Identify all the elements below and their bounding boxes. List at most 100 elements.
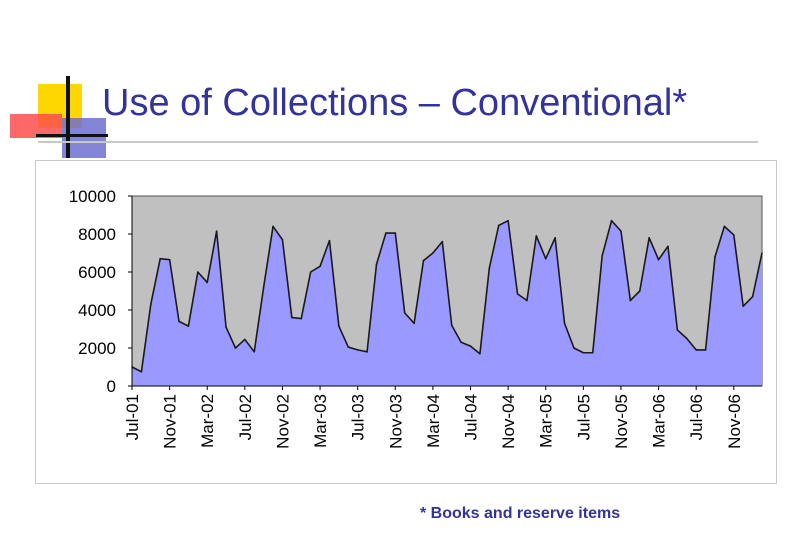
data-point-Jul-03 [356,349,359,351]
x-tick-label-Mar-06: Mar-06 [650,394,669,448]
data-point-Mar-02 [206,281,209,284]
data-point-Feb-05 [535,235,538,237]
data-point-Dec-02 [291,316,293,319]
data-point-Jul-04 [469,345,472,347]
footnote: * Books and reserve items [420,505,621,522]
x-tick-label-Nov-06: Nov-06 [725,394,744,449]
data-point-Oct-02 [272,225,274,228]
slide-title: Use of Collections – Conventional* [102,82,688,124]
y-tick-label-2000: 2000 [78,339,116,358]
data-point-Apr-03 [328,239,331,242]
x-tick-label-Mar-02: Mar-02 [198,394,217,448]
data-point-Sep-06 [714,256,716,258]
data-point-Nov-06 [732,234,735,236]
data-point-Apr-04 [441,240,444,243]
data-point-Apr-05 [554,237,556,239]
data-point-Aug-05 [591,351,594,354]
data-point-Apr-06 [667,245,669,248]
data-point-Jun-05 [573,347,575,349]
data-point-Jan-02 [187,325,190,327]
data-point-Dec-05 [629,299,632,302]
data-point-Sep-05 [601,255,603,257]
data-point-Oct-05 [610,219,613,222]
y-tick-label-6000: 6000 [78,263,116,282]
x-tick-label-Jul-03: Jul-03 [349,394,368,440]
x-tick-label-Jul-04: Jul-04 [462,394,481,440]
data-point-Oct-06 [723,225,726,228]
data-point-Feb-02 [197,271,199,273]
logo-horizontal-bar [36,134,108,137]
data-point-Sep-01 [150,303,152,306]
title-divider [38,141,758,143]
data-point-Jun-03 [347,346,350,348]
y-tick-label-10000: 10000 [69,187,116,206]
series-line [131,219,763,373]
x-tick-label-Jul-02: Jul-02 [236,394,255,440]
data-point-Aug-01 [140,370,143,373]
data-point-Nov-05 [620,230,622,232]
data-point-Oct-04 [497,224,500,227]
data-point-May-02 [225,326,227,328]
data-point-Feb-07 [761,252,763,254]
x-tick-label-Mar-05: Mar-05 [537,394,556,448]
data-point-Dec-03 [403,312,406,314]
data-point-Apr-02 [215,230,218,232]
data-point-Sep-03 [375,263,378,266]
data-point-Sep-04 [488,267,491,269]
data-point-Nov-02 [281,238,284,241]
x-tick-label-Nov-01: Nov-01 [161,394,180,449]
data-point-Feb-06 [648,237,650,239]
series-area [132,220,762,386]
data-point-Jan-04 [413,322,415,325]
data-point-Sep-02 [262,286,265,288]
data-point-Aug-04 [479,352,481,355]
data-point-Jan-06 [638,290,641,292]
data-point-Jun-02 [234,347,237,349]
x-tick-label-Mar-04: Mar-04 [424,394,443,448]
data-point-Jun-06 [685,337,688,340]
data-point-Jul-02 [244,338,246,341]
data-point-Aug-02 [253,351,256,353]
data-point-Nov-01 [168,258,171,261]
data-point-Mar-06 [657,258,660,261]
data-point-Jan-07 [751,295,754,298]
data-point-May-06 [676,329,679,331]
x-tick-label-Jul-01: Jul-01 [123,394,142,440]
data-point-May-05 [563,322,566,325]
x-tick-label-Mar-03: Mar-03 [311,394,330,448]
x-tick-label-Nov-03: Nov-03 [386,394,405,449]
data-point-Dec-01 [178,320,180,323]
data-point-May-03 [338,325,340,327]
data-point-Oct-01 [159,257,162,260]
y-tick-label-4000: 4000 [78,301,116,320]
logo-vertical-bar [66,76,70,158]
data-point-Jun-04 [460,341,462,344]
slide-logo [10,76,108,158]
data-point-Aug-03 [366,351,368,353]
data-point-Jul-05 [582,351,585,354]
data-point-Feb-04 [422,259,425,262]
data-point-Mar-03 [319,265,321,268]
data-point-Jan-03 [300,317,303,320]
y-tick-label-8000: 8000 [78,225,116,244]
data-point-Jul-06 [695,349,697,351]
area-chart: 0 2000 4000 6000 8000 10000 Jul-01 Nov-01 Mar-02… [69,187,763,449]
x-tick-label-Jul-05: Jul-05 [574,394,593,440]
data-point-May-04 [450,324,453,326]
data-point-Mar-05 [544,257,547,260]
data-point-Aug-06 [704,349,707,351]
x-tick-label-Nov-04: Nov-04 [499,394,518,449]
x-tick-label-Nov-05: Nov-05 [612,394,631,449]
data-point-Nov-03 [394,232,397,234]
data-point-Dec-06 [742,305,744,307]
data-point-Oct-03 [385,232,387,234]
y-tick-label-0: 0 [107,377,116,396]
data-point-Dec-04 [516,293,519,295]
data-point-Mar-04 [432,252,434,254]
x-tick-label-Nov-02: Nov-02 [273,394,292,449]
data-point-Jan-05 [526,299,528,302]
data-point-Feb-03 [309,271,312,273]
x-tick-label-Jul-06: Jul-06 [687,394,706,440]
data-point-Nov-04 [507,219,509,222]
chart-container: 0 2000 4000 6000 8000 10000 Jul-01 Nov-01 Mar-02… [35,160,777,484]
